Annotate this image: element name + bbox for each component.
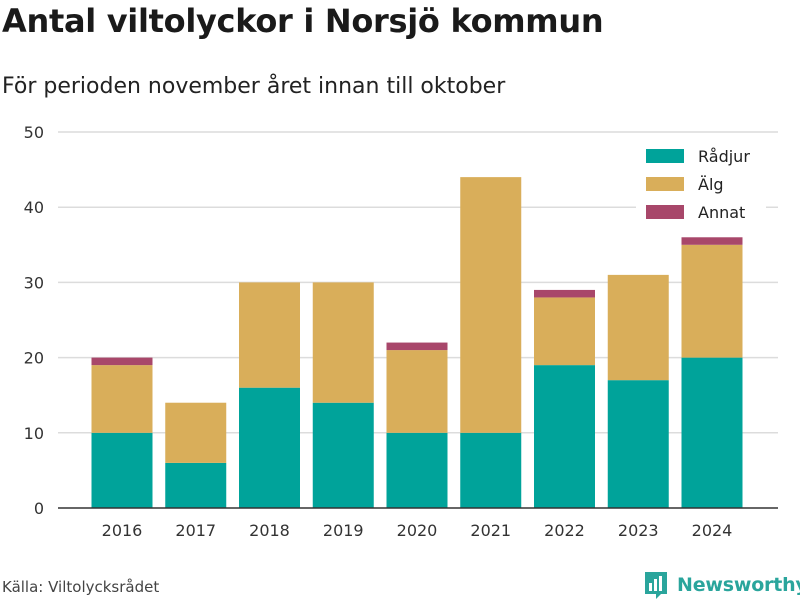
bar-älg-2020 bbox=[386, 350, 448, 433]
y-tick-label-20: 20 bbox=[24, 349, 44, 368]
stacked-bar-chart: 0 10 20 30 40 50 2016 2017 2018 2019 2020 2021 2022 2… bbox=[24, 123, 778, 540]
source-note: Källa: Viltolycksrådet bbox=[2, 578, 160, 596]
bar-annat-2024 bbox=[681, 237, 743, 245]
legend-label-älg: Älg bbox=[698, 175, 724, 194]
chart-title: Antal viltolyckor i Norsjö kommun bbox=[2, 2, 604, 40]
legend-label-annat: Annat bbox=[698, 203, 745, 222]
bar-rådjur-2018 bbox=[239, 387, 300, 508]
legend-label-rådjur: Rådjur bbox=[698, 147, 750, 166]
bar-chart-logo-icon bbox=[645, 572, 667, 599]
brand-logo: Newsworthy bbox=[643, 568, 800, 602]
x-tick-label-2021: 2021 bbox=[470, 521, 511, 540]
bar-älg-2018 bbox=[239, 282, 300, 388]
y-tick-label-0: 0 bbox=[34, 499, 44, 518]
x-tick-label-2019: 2019 bbox=[323, 521, 364, 540]
x-tick-label-2020: 2020 bbox=[397, 521, 438, 540]
x-tick-label-2022: 2022 bbox=[544, 521, 585, 540]
x-tick-label-2023: 2023 bbox=[618, 521, 659, 540]
bar-älg-2016 bbox=[91, 365, 153, 433]
bar-rådjur-2016 bbox=[91, 432, 153, 508]
bar-älg-2024 bbox=[681, 244, 743, 358]
legend-swatch-annat bbox=[646, 205, 684, 219]
bar-rådjur-2023 bbox=[607, 380, 669, 508]
bar-annat-2016 bbox=[91, 357, 153, 366]
bar-älg-2022 bbox=[534, 297, 595, 366]
y-tick-label-50: 50 bbox=[24, 123, 44, 142]
x-tick-label-2017: 2017 bbox=[175, 521, 216, 540]
bar-rådjur-2022 bbox=[534, 365, 595, 508]
bar-annat-2022 bbox=[534, 289, 595, 298]
y-tick-label-40: 40 bbox=[24, 198, 44, 217]
brand-name: Newsworthy bbox=[677, 574, 800, 596]
bar-älg-2021 bbox=[460, 177, 522, 433]
bar-rådjur-2020 bbox=[386, 432, 448, 508]
x-tick-label-2016: 2016 bbox=[102, 521, 143, 540]
y-tick-label-10: 10 bbox=[24, 424, 44, 443]
bar-rådjur-2021 bbox=[460, 432, 522, 508]
y-tick-label-30: 30 bbox=[24, 273, 44, 292]
legend-swatch-älg bbox=[646, 177, 684, 191]
bar-annat-2020 bbox=[386, 342, 448, 351]
chart-subtitle: För perioden november året innan till ok… bbox=[2, 74, 506, 99]
bar-rådjur-2019 bbox=[312, 402, 374, 508]
x-tick-label-2018: 2018 bbox=[249, 521, 290, 540]
bar-älg-2017 bbox=[165, 402, 227, 463]
bar-rådjur-2017 bbox=[165, 462, 227, 508]
bar-rådjur-2024 bbox=[681, 357, 743, 508]
bar-älg-2023 bbox=[607, 274, 669, 381]
bar-älg-2019 bbox=[312, 282, 374, 403]
legend-swatch-rådjur bbox=[646, 149, 684, 163]
x-tick-label-2024: 2024 bbox=[692, 521, 733, 540]
